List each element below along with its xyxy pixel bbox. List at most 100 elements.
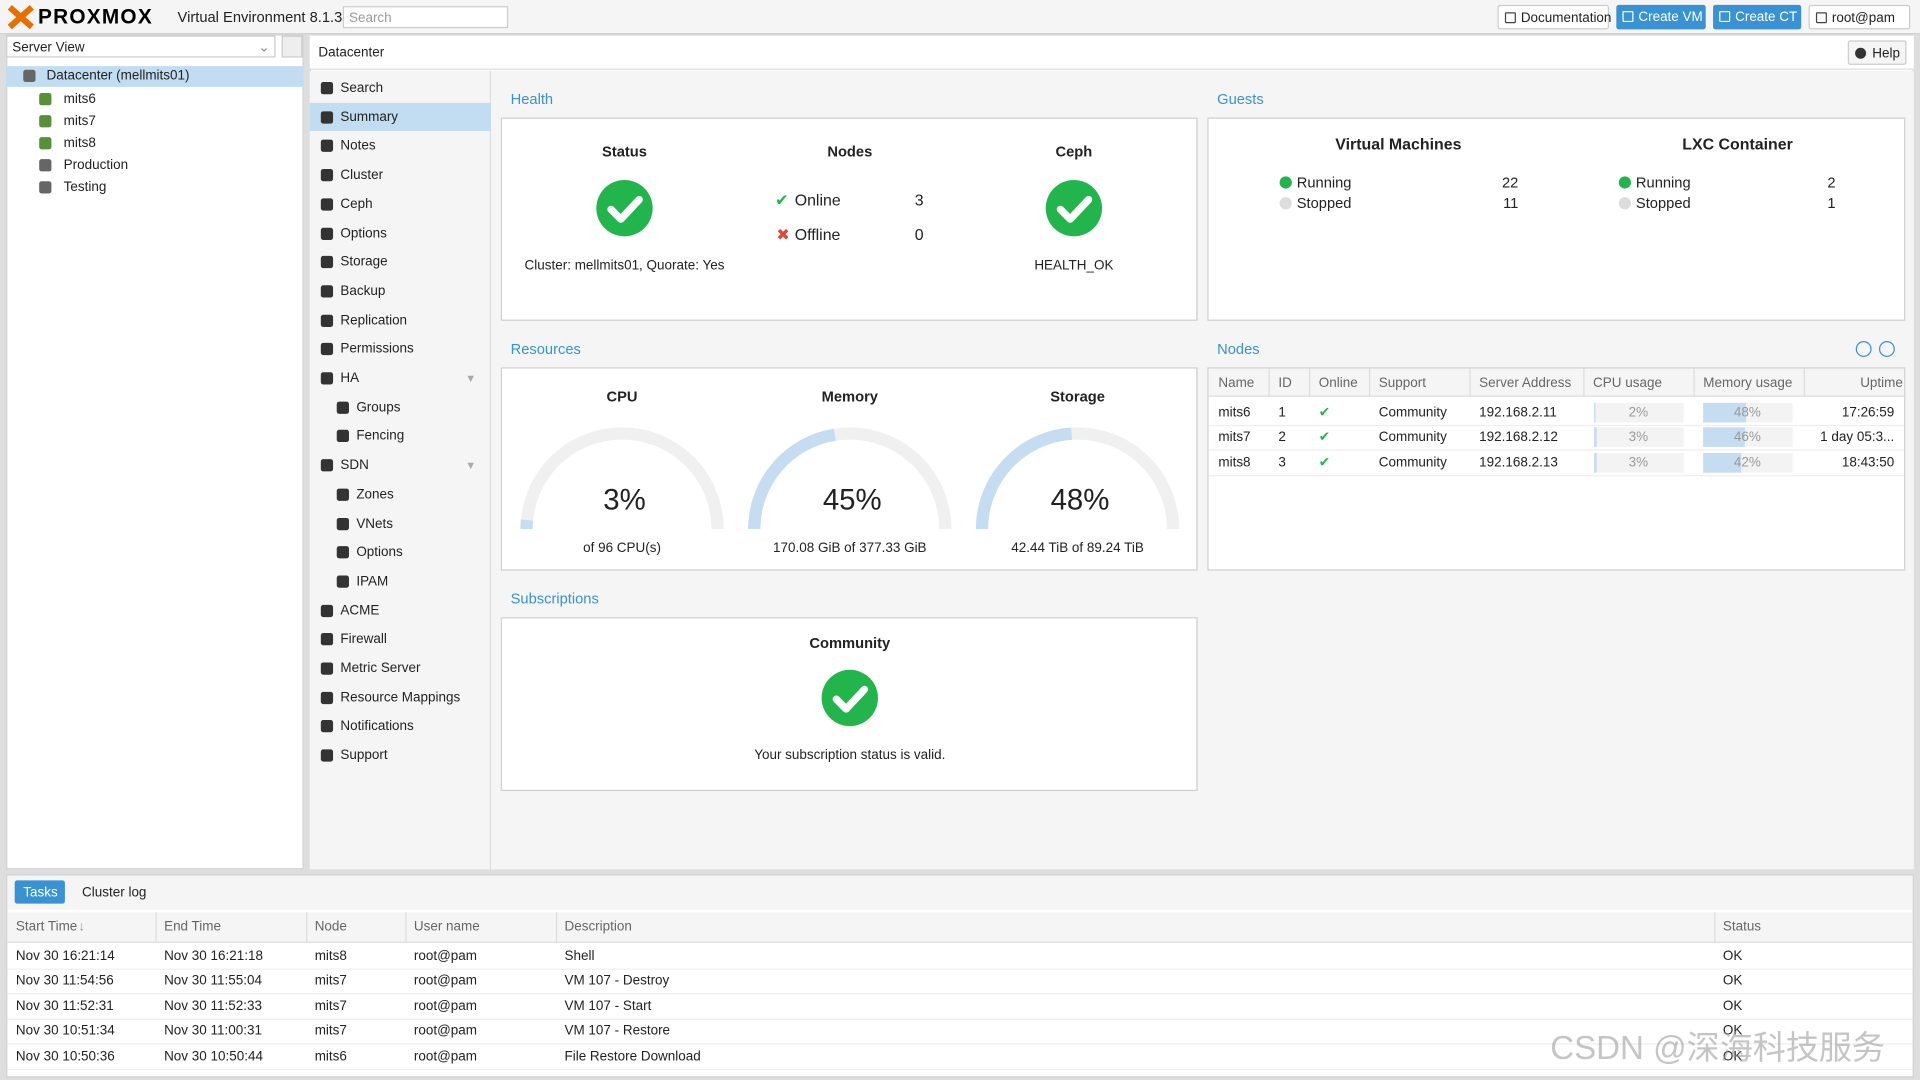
row-divider <box>7 968 1913 970</box>
view-label[interactable]: Server View <box>12 40 85 56</box>
menu-selected <box>309 102 492 131</box>
tab-active[interactable] <box>14 880 65 904</box>
cell: 3 <box>1278 455 1286 470</box>
column-header[interactable]: Online <box>1318 375 1358 391</box>
tree-node[interactable]: mits8 <box>63 135 96 151</box>
button-label[interactable]: Create CT <box>1735 9 1798 25</box>
column-header[interactable]: Memory usage <box>1703 375 1793 391</box>
online-check: ✔ <box>1318 405 1331 420</box>
menu-item[interactable]: HA <box>340 371 360 386</box>
column-header[interactable]: User name <box>413 919 480 935</box>
menu-item[interactable]: Options <box>340 225 387 241</box>
menu-item[interactable]: Notes <box>340 138 376 154</box>
stopped-label: Stopped <box>1296 194 1352 212</box>
menu-item[interactable]: Ceph <box>340 196 373 212</box>
panel-title: Health <box>510 90 554 108</box>
column-header[interactable]: Server Address <box>1479 375 1572 391</box>
icon <box>320 111 334 124</box>
cell: Nov 30 11:00:31 <box>164 1023 262 1039</box>
icon <box>320 285 334 298</box>
icon <box>320 459 334 472</box>
view-combo[interactable]: Server View ⌄ <box>6 35 276 58</box>
ok-circle <box>1045 180 1103 237</box>
menu-item[interactable]: Support <box>340 748 388 763</box>
cell: VM 107 - Restore <box>564 1023 671 1039</box>
header-button[interactable]: Create VM <box>1616 4 1706 30</box>
gauge <box>748 427 952 530</box>
menu-item[interactable]: Metric Server <box>340 661 421 676</box>
icon <box>336 401 349 414</box>
search-box[interactable]: Search <box>342 6 509 29</box>
header-button[interactable]: Create CT <box>1713 4 1802 30</box>
column-header[interactable]: Status <box>1722 919 1762 935</box>
tree-pool[interactable]: Testing <box>63 180 107 195</box>
stopped-icon <box>1618 197 1632 210</box>
logo: PROXMOX <box>37 4 153 29</box>
menu-item[interactable]: Permissions <box>340 341 414 357</box>
menu-item[interactable]: SDN <box>340 458 369 473</box>
menu-panel <box>309 71 492 870</box>
gauge-fill <box>748 428 836 530</box>
header-button[interactable]: root@pam <box>1808 4 1911 30</box>
help-button[interactable]: Help <box>1847 40 1907 65</box>
row-divider <box>7 1068 1913 1070</box>
column-header[interactable]: Description <box>564 919 632 935</box>
tree-pool[interactable]: Production <box>63 157 129 173</box>
tree-node[interactable]: mits7 <box>63 113 96 129</box>
menu-item[interactable]: Cluster <box>340 167 384 183</box>
cell: root@pam <box>413 973 477 989</box>
running-icon <box>1618 176 1632 189</box>
cell: mits8 <box>314 948 347 964</box>
panel-title: Subscriptions <box>510 590 599 608</box>
panel-header <box>500 581 1198 618</box>
header-button[interactable]: Documentation <box>1497 4 1612 30</box>
menu-item[interactable]: Backup <box>340 283 386 299</box>
icon <box>320 82 334 95</box>
icon <box>320 604 334 617</box>
stopped-count: 11 <box>1503 194 1519 212</box>
tree-root[interactable]: Datacenter (mellmits01) <box>46 68 190 84</box>
menu-item[interactable]: Replication <box>340 312 408 328</box>
menu-subitem[interactable]: Zones <box>356 487 394 502</box>
menu-subitem[interactable]: Groups <box>356 400 401 415</box>
column-header[interactable]: ID <box>1278 375 1292 391</box>
column-header[interactable]: Node <box>314 919 347 935</box>
column-header[interactable]: Uptime <box>1860 375 1903 391</box>
tree-node[interactable]: mits6 <box>63 91 96 107</box>
column-header[interactable]: Support <box>1378 375 1426 391</box>
cell: root@pam <box>413 998 477 1014</box>
column-header[interactable]: End Time <box>164 919 221 935</box>
gauge-fill <box>975 427 1073 530</box>
menu-subitem[interactable]: Fencing <box>356 429 405 444</box>
menu-item[interactable]: Summary <box>340 109 399 125</box>
icon <box>320 256 334 269</box>
gear-button[interactable] <box>281 35 303 58</box>
menu-item[interactable]: ACME <box>340 603 380 618</box>
menu-subitem[interactable]: VNets <box>356 516 394 531</box>
stopped-label: Stopped <box>1635 194 1691 212</box>
menu-item[interactable]: Resource Mappings <box>340 690 461 705</box>
column-divider <box>405 912 407 943</box>
tab[interactable]: Tasks <box>23 885 58 900</box>
column-header[interactable]: Start Time <box>15 919 78 935</box>
tab[interactable]: Cluster log <box>82 885 147 900</box>
health-heading: Ceph <box>1055 143 1093 161</box>
menu-item[interactable]: Firewall <box>340 632 387 647</box>
button-label[interactable]: Create VM <box>1638 9 1703 25</box>
menu-item[interactable]: Search <box>340 80 384 96</box>
menu-subitem[interactable]: IPAM <box>356 574 389 589</box>
button-label[interactable]: Documentation <box>1520 11 1612 26</box>
column-header[interactable]: Name <box>1218 375 1255 391</box>
menu-item[interactable]: Notifications <box>340 719 414 734</box>
icon <box>320 227 334 240</box>
column-header[interactable]: CPU usage <box>1593 375 1662 391</box>
cell: 192.168.2.12 <box>1479 430 1558 445</box>
cell: mits6 <box>314 1048 347 1064</box>
row-divider <box>1208 424 1905 427</box>
menu-item[interactable]: Storage <box>340 254 388 270</box>
icon <box>336 517 349 530</box>
button-label[interactable]: root@pam <box>1831 11 1895 26</box>
menu-subitem[interactable]: Options <box>356 545 403 560</box>
cell: 2 <box>1278 430 1286 445</box>
help-label[interactable]: Help <box>1872 46 1900 62</box>
